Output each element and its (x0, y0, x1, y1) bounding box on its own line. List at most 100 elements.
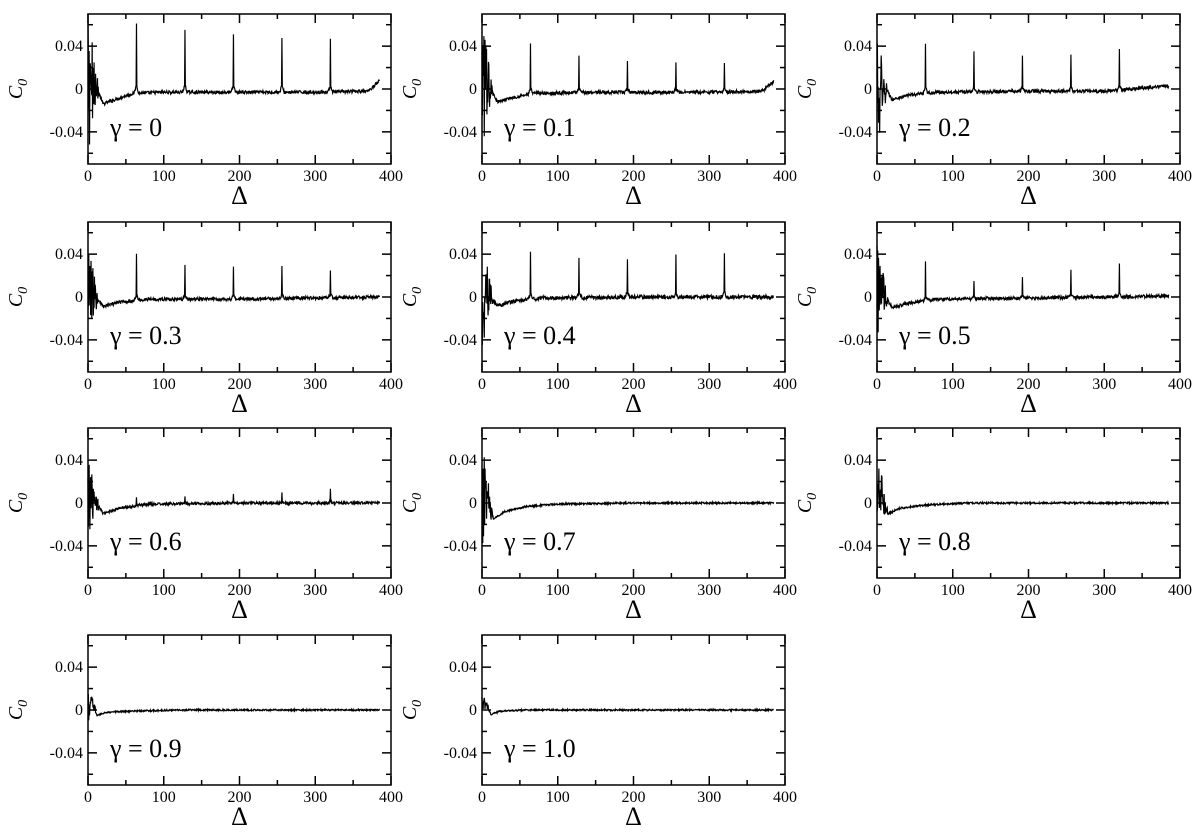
x-tick-label: 200 (622, 168, 646, 185)
x-tick-label: 100 (546, 789, 570, 806)
x-tick-label: 400 (1168, 168, 1192, 185)
y-tick-label: 0 (75, 702, 83, 719)
x-axis-title: Δ (625, 595, 642, 624)
y-tick-label: -0.04 (50, 124, 83, 141)
y-axis-subscript: 0 (410, 493, 425, 500)
y-tick-label: 0.04 (55, 452, 83, 469)
y-tick-label: 0.04 (55, 246, 83, 263)
x-tick-label: 0 (478, 582, 486, 599)
x-tick-label: 200 (228, 789, 252, 806)
x-tick-label: 100 (546, 168, 570, 185)
y-tick-label: 0.04 (449, 659, 477, 676)
y-axis-subscript: 0 (805, 287, 820, 294)
y-tick-label: 0.04 (449, 38, 477, 55)
x-tick-label: 100 (152, 168, 176, 185)
x-tick-label: 400 (379, 168, 403, 185)
chart-panel: 0 100 200 300 400 0.04 0 -0.04 Δ C0 γ = 0.2 (794, 13, 1192, 210)
gamma-annotation: γ = 0 (109, 113, 162, 142)
y-axis-subscript: 0 (16, 700, 31, 707)
y-tick-label: 0 (469, 289, 477, 306)
y-tick-label: -0.04 (50, 332, 83, 349)
y-tick-label: -0.04 (839, 124, 872, 141)
x-tick-label: 0 (84, 376, 92, 393)
x-tick-label: 200 (622, 376, 646, 393)
series-line (87, 21, 381, 145)
series-line (876, 245, 1170, 333)
x-tick-label: 200 (228, 376, 252, 393)
x-tick-label: 100 (941, 582, 965, 599)
chart-panel: 0 100 200 300 400 0.04 0 -0.04 Δ C0 γ = 0.5 (794, 221, 1192, 418)
annotation-background (106, 733, 216, 763)
x-tick-label: 0 (873, 168, 881, 185)
gamma-annotation: γ = 1.0 (503, 734, 576, 763)
x-tick-label: 200 (622, 582, 646, 599)
chart-panel: 0 100 200 300 400 0.04 0 -0.04 Δ C0 γ = 0.4 (399, 221, 797, 418)
x-tick-label: 0 (84, 168, 92, 185)
chart-panel: 0 100 200 300 400 0.04 0 -0.04 Δ C0 γ = 0.1 (399, 13, 797, 210)
series-line (87, 464, 381, 530)
x-axis-title: Δ (1020, 181, 1037, 210)
x-tick-label: 100 (941, 168, 965, 185)
y-tick-label: 0 (864, 495, 872, 512)
x-tick-label: 0 (84, 789, 92, 806)
y-tick-label: -0.04 (444, 124, 477, 141)
gamma-annotation: γ = 0.8 (898, 527, 971, 556)
gamma-annotation: γ = 0.7 (503, 527, 576, 556)
chart-panel: 0 100 200 300 400 0.04 0 -0.04 Δ C0 γ = 0.9 (5, 634, 403, 831)
x-tick-label: 0 (873, 376, 881, 393)
y-axis-subscript: 0 (16, 287, 31, 294)
x-tick-label: 200 (228, 582, 252, 599)
y-tick-label: -0.04 (839, 538, 872, 555)
y-tick-label: 0.04 (55, 38, 83, 55)
series-line (481, 36, 775, 137)
x-tick-label: 300 (303, 168, 327, 185)
chart-panel: 0 100 200 300 400 0.04 0 -0.04 Δ C0 γ = 0 (5, 13, 403, 210)
y-axis-title: C0 (5, 493, 31, 513)
y-axis-subscript: 0 (16, 493, 31, 500)
annotation-background (106, 112, 216, 142)
y-tick-label: 0.04 (449, 246, 477, 263)
x-tick-label: 400 (773, 376, 797, 393)
x-tick-label: 200 (1017, 582, 1041, 599)
x-axis-title: Δ (1020, 389, 1037, 418)
y-tick-label: 0.04 (844, 452, 872, 469)
x-tick-label: 400 (773, 168, 797, 185)
x-axis-title: Δ (231, 389, 248, 418)
x-tick-label: 0 (873, 582, 881, 599)
x-axis-title: Δ (625, 802, 642, 831)
chart-panel: 0 100 200 300 400 0.04 0 -0.04 Δ C0 γ = 0.6 (5, 427, 403, 624)
series-line (876, 43, 1170, 133)
y-tick-label: 0.04 (55, 659, 83, 676)
x-axis-title: Δ (625, 181, 642, 210)
y-tick-label: 0 (864, 289, 872, 306)
x-tick-label: 100 (546, 376, 570, 393)
series-line (481, 457, 775, 544)
gamma-annotation: γ = 0.5 (898, 321, 971, 350)
y-tick-label: -0.04 (50, 538, 83, 555)
annotation-background (895, 320, 1005, 350)
y-axis-title: C0 (794, 79, 820, 99)
y-tick-label: 0 (75, 495, 83, 512)
x-tick-label: 300 (1092, 376, 1116, 393)
x-tick-label: 300 (303, 789, 327, 806)
x-tick-label: 400 (1168, 376, 1192, 393)
annotation-background (500, 526, 610, 556)
y-axis-subscript: 0 (410, 287, 425, 294)
y-axis-title: C0 (5, 700, 31, 720)
y-axis-title: C0 (399, 700, 425, 720)
x-tick-label: 0 (84, 582, 92, 599)
x-axis-title: Δ (625, 389, 642, 418)
y-axis-title: C0 (399, 287, 425, 307)
x-tick-label: 0 (478, 168, 486, 185)
series-line (87, 253, 381, 319)
x-tick-label: 300 (1092, 168, 1116, 185)
x-tick-label: 300 (303, 582, 327, 599)
x-tick-label: 200 (622, 789, 646, 806)
gamma-annotation: γ = 0.3 (109, 321, 182, 350)
x-tick-label: 0 (478, 376, 486, 393)
x-tick-label: 400 (773, 582, 797, 599)
y-axis-subscript: 0 (410, 79, 425, 86)
y-axis-title: C0 (794, 493, 820, 513)
y-tick-label: -0.04 (839, 332, 872, 349)
series-line (87, 694, 381, 721)
